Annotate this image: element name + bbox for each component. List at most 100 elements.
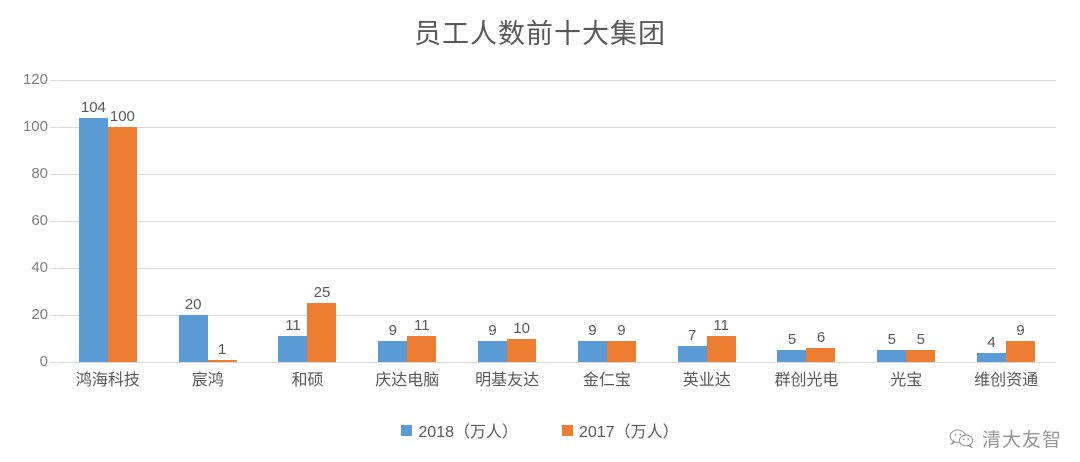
bar-value-label: 1	[218, 340, 227, 358]
bar[interactable]	[507, 338, 537, 362]
y-axis-tick-mark	[50, 221, 57, 222]
bar-group: 9 10	[457, 80, 557, 362]
bar-group-bars	[956, 80, 1056, 362]
bar-group-bars	[357, 80, 457, 362]
bar-group: 104 100	[58, 80, 158, 362]
y-axis-tick-mark	[50, 174, 57, 175]
bar[interactable]	[677, 345, 707, 362]
bar-value-label: 25	[313, 284, 331, 302]
bar-value-label: 11	[713, 317, 729, 335]
bar-value-label: 5	[787, 331, 797, 349]
bar-value-label: 6	[816, 328, 826, 346]
bar-value-label: 10	[513, 319, 530, 337]
bar-group: 20 1	[158, 80, 258, 362]
x-axis-category-label: 明基友达	[475, 372, 540, 389]
bar[interactable]	[877, 350, 907, 362]
y-axis-tick-mark	[50, 315, 57, 316]
bar-value-label: 4	[987, 333, 996, 351]
bar[interactable]	[278, 336, 308, 362]
bar[interactable]	[407, 336, 437, 362]
gridline	[58, 221, 1056, 222]
legend-label: 2017（万人）	[579, 424, 679, 441]
bar[interactable]	[178, 315, 208, 362]
plot-area: 104 100 20 1 11 25 9 11 9 10 9 9 7 11 5 6 5 5 4 9	[58, 80, 1056, 363]
x-axis-category-label: 鸿海科技	[75, 372, 140, 389]
bar-value-label: 5	[887, 331, 896, 349]
y-axis-tick-label: 20	[31, 306, 48, 323]
gridline	[58, 315, 1056, 316]
y-axis-tick-label: 40	[31, 259, 48, 276]
bar-group: 11 25	[258, 80, 358, 362]
bar[interactable]	[207, 359, 237, 362]
gridline	[58, 127, 1056, 128]
axis-baseline	[58, 362, 1056, 363]
bar[interactable]	[606, 340, 636, 362]
bar[interactable]	[906, 350, 936, 362]
x-axis-category-label: 庆达电脑	[375, 372, 440, 389]
bar-group-bars	[457, 80, 557, 362]
x-axis-category-label: 英业达	[682, 372, 731, 389]
bar[interactable]	[577, 340, 607, 362]
chart-legend: 2018（万人） 2017（万人）	[0, 418, 1080, 442]
watermark-label: 清大友智	[981, 429, 1062, 451]
bar-value-label: 9	[588, 321, 597, 339]
bar[interactable]	[78, 117, 108, 362]
y-axis-tick-label: 60	[31, 212, 48, 229]
y-axis-tick-mark	[50, 362, 57, 363]
x-axis-category-label: 群创光电	[774, 372, 839, 389]
bar[interactable]	[977, 352, 1007, 362]
bar-group-bars	[58, 80, 158, 362]
gridline	[58, 174, 1056, 175]
gridline	[58, 268, 1056, 269]
bar-group-bars	[856, 80, 956, 362]
bar[interactable]	[107, 127, 137, 362]
bar-value-label: 9	[488, 321, 497, 339]
watermark: 清大友智	[949, 425, 1062, 452]
x-axis-category-label: 金仁宝	[582, 372, 631, 389]
bar[interactable]	[806, 347, 836, 362]
gridline	[58, 80, 1056, 81]
bar[interactable]	[777, 350, 807, 362]
legend-item[interactable]: 2017（万人）	[562, 418, 679, 442]
bar-group: 9 11	[357, 80, 457, 362]
legend-swatch	[562, 424, 573, 436]
bar-value-label: 7	[688, 326, 697, 344]
bar-group-bars	[557, 80, 657, 362]
x-axis-labels: 鸿海科技 宸鸿 和硕 庆达电脑 明基友达 金仁宝 英业达 群创光电 光宝 维创资通	[58, 368, 1056, 398]
bar-group-bars	[757, 80, 857, 362]
bar-value-label: 11	[285, 317, 301, 335]
y-axis-tick-mark	[50, 127, 57, 128]
legend-label: 2018（万人）	[418, 424, 518, 441]
bar[interactable]	[478, 340, 508, 362]
bar[interactable]	[378, 340, 408, 362]
bar[interactable]	[706, 336, 736, 362]
y-axis-tick-label: 100	[22, 118, 48, 135]
bar-value-label: 100	[109, 108, 135, 125]
y-axis-tick-mark	[50, 80, 57, 81]
y-axis-tick-label: 80	[31, 165, 48, 182]
bar[interactable]	[1006, 340, 1036, 362]
y-axis-tick-mark	[50, 268, 57, 269]
legend-item[interactable]: 2018（万人）	[401, 418, 518, 442]
x-axis-category-label: 维创资通	[974, 372, 1039, 389]
bar-value-label: 104	[80, 98, 106, 116]
bar-value-label: 9	[388, 321, 397, 339]
bar-value-label: 20	[184, 296, 202, 313]
x-axis-category-label: 宸鸿	[191, 372, 224, 389]
y-axis-tick-label: 120	[22, 71, 48, 88]
bar-value-label: 5	[916, 331, 925, 349]
bar[interactable]	[307, 303, 337, 362]
bar-group-bars	[657, 80, 757, 362]
x-axis-category-label: 光宝	[890, 372, 923, 389]
chart-title: 员工人数前十大集团	[414, 19, 666, 49]
bar-group-bars	[258, 80, 358, 362]
bar-group: 7 11	[657, 80, 757, 362]
y-axis-tick-label: 0	[39, 353, 48, 370]
wechat-icon	[949, 428, 975, 450]
bar-value-label: 11	[413, 317, 430, 335]
